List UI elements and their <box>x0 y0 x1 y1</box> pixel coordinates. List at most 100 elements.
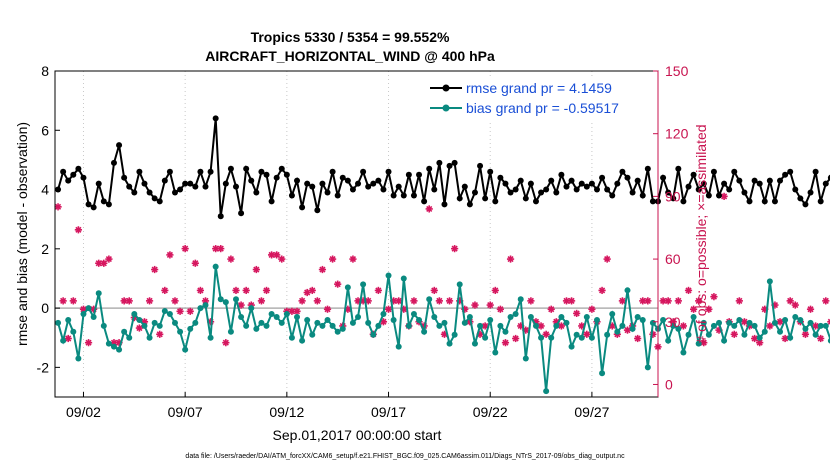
rmse-series-point <box>700 180 707 187</box>
x-tick-label: 09/22 <box>473 404 508 420</box>
rmse-series-point <box>426 165 433 172</box>
bias-series-point <box>177 328 184 335</box>
bias-series-point <box>283 311 290 318</box>
rmse-series-point <box>263 171 270 178</box>
bias-series-point <box>248 305 255 312</box>
rmse-series-point <box>736 177 743 184</box>
obs-count-marker <box>501 339 510 347</box>
rmse-series-point <box>288 192 295 199</box>
bias-series-point <box>100 322 107 329</box>
bias-series-point <box>294 313 301 320</box>
rmse-series-point <box>116 142 123 149</box>
rmse-series-point <box>131 189 138 196</box>
rmse-series-point <box>568 177 575 184</box>
rmse-series-point <box>405 171 412 178</box>
rmse-series-point <box>558 171 565 178</box>
rmse-series-point <box>202 183 209 190</box>
bias-series-point <box>55 319 62 326</box>
bias-series-point <box>360 281 367 288</box>
rmse-series-point <box>812 168 819 175</box>
bias-series-point <box>522 355 529 362</box>
bias-series-point <box>558 313 565 320</box>
bias-series-point <box>482 334 489 341</box>
rmse-series-point <box>299 204 306 211</box>
y-tick-label: 8 <box>41 63 49 79</box>
bias-series-point <box>197 305 204 312</box>
rmse-series-point <box>634 177 641 184</box>
rmse-series-point <box>512 186 519 193</box>
bias-series-point <box>736 316 743 323</box>
bias-series-point <box>543 388 550 395</box>
obs-count-marker <box>217 245 225 253</box>
obs-count-marker <box>557 322 565 330</box>
bias-series-point <box>436 322 443 329</box>
rmse-series-point <box>599 174 606 181</box>
rmse-series-point <box>675 165 682 172</box>
rmse-series-point <box>639 192 646 199</box>
bias-series-point <box>817 322 824 329</box>
plot-area <box>54 71 830 397</box>
rmse-series-point <box>604 186 611 193</box>
bias-series-point <box>329 322 336 329</box>
rmse-series-point <box>756 180 763 187</box>
rmse-series-point <box>741 189 748 196</box>
y2-tick-label: 90 <box>665 188 681 204</box>
rmse-series-point <box>75 165 82 172</box>
legend-box <box>424 77 654 121</box>
bias-series-point <box>695 340 702 347</box>
rmse-series-point <box>192 183 199 190</box>
bias-series-point <box>771 319 778 326</box>
obs-count-marker <box>547 305 555 313</box>
obs-count-marker <box>506 255 515 263</box>
obs-count-marker <box>323 305 332 313</box>
obs-count-marker <box>135 324 143 332</box>
bias-series-point <box>721 337 728 344</box>
y2-tick-label: 150 <box>665 63 689 79</box>
rmse-series-point <box>110 159 117 166</box>
rmse-series-point <box>146 189 153 196</box>
y-tick-label: 0 <box>41 300 49 316</box>
axes: -2 0 2 4 6 8 0 30 60 90 120 150 09/02 09/07 09/12 09/17… <box>37 63 689 420</box>
bias-series-point <box>588 334 595 341</box>
rmse-series-point <box>390 192 397 199</box>
obs-count-marker <box>334 280 342 288</box>
rmse-series-point <box>227 165 234 172</box>
bias-series-point <box>568 343 575 350</box>
rmse-series-point <box>614 180 621 187</box>
rmse-series-point <box>436 159 443 166</box>
rmse-series-point <box>532 198 539 205</box>
y-tick-label: 2 <box>41 241 49 257</box>
bias-series-point <box>766 278 773 285</box>
bias-series-point <box>431 313 438 320</box>
obs-count-marker <box>451 245 459 253</box>
rmse-series-point <box>827 174 830 181</box>
bias-series-point <box>660 316 667 323</box>
rmse-series-point <box>502 180 509 187</box>
rmse-series-point <box>782 171 789 178</box>
bias-series-point <box>141 322 148 329</box>
bias-series-point <box>309 331 316 338</box>
obs-count-marker <box>145 297 154 305</box>
obs-count-marker <box>674 297 682 305</box>
rmse-series-point <box>721 180 728 187</box>
rmse-series-point <box>370 180 377 187</box>
obs-count-marker <box>471 301 479 309</box>
bias-series-point <box>487 316 494 323</box>
obs-count-marker <box>512 334 520 343</box>
bias-series-point <box>90 313 97 320</box>
rmse-series-point <box>217 213 224 220</box>
rmse-series-point <box>90 204 97 211</box>
obs-count-marker <box>95 259 103 267</box>
x-tick-label: 09/07 <box>168 404 203 420</box>
rmse-series-point <box>121 174 128 181</box>
obs-count-marker <box>542 330 550 338</box>
rmse-series-point <box>385 168 392 175</box>
bias-series-point <box>426 296 433 303</box>
bias-series-point <box>456 281 463 288</box>
bias-series-point <box>787 334 794 341</box>
rmse-series-point <box>278 165 285 172</box>
bias-series-point <box>614 328 621 335</box>
bias-series-point <box>349 319 356 326</box>
rmse-series-point <box>451 159 458 166</box>
obs-count-marker <box>735 297 743 305</box>
